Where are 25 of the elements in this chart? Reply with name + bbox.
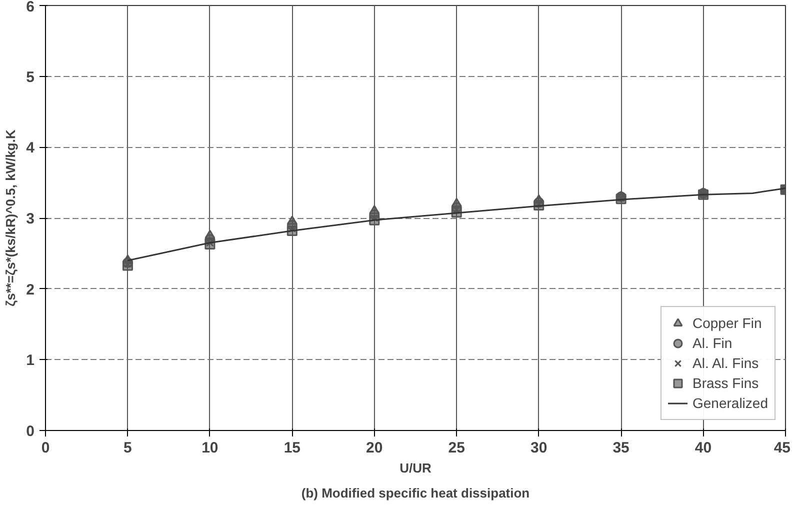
x-tick-label: 45 — [774, 440, 791, 456]
legend-label: Generalized — [692, 395, 768, 411]
legend-label: Al. Al. Fins — [692, 355, 759, 371]
y-tick-label: 2 — [26, 281, 34, 298]
x-tick-label: 25 — [448, 440, 465, 456]
x-tick-label: 40 — [694, 440, 712, 456]
x-tick-label: 0 — [41, 440, 50, 456]
legend-label: Al. Fin — [692, 335, 732, 351]
x-tick-label: 5 — [124, 440, 132, 456]
x-tick-label: 20 — [366, 440, 383, 456]
y-tick-label: 4 — [26, 140, 36, 157]
y-tick-label: 3 — [26, 210, 34, 228]
x-tick-label: 15 — [284, 440, 301, 456]
y-axis-title: ζs**=ζs*(ks/kR)^0.5, kW/kg.K — [3, 129, 18, 306]
y-tick-label: 6 — [26, 0, 34, 16]
y-tick-label: 0 — [26, 423, 34, 440]
y-tick-label: 1 — [26, 352, 34, 370]
x-tick-label: 10 — [202, 440, 218, 456]
legend-label: Copper Fin — [692, 315, 762, 331]
x-axis-title: U/UR — [400, 460, 432, 476]
legend-label: Brass Fins — [692, 375, 759, 391]
x-tick-label: 30 — [530, 440, 548, 456]
y-tick-label: 5 — [26, 68, 34, 86]
text: (b) Modified specific heat dissipation — [301, 486, 530, 500]
x-tick-label: 35 — [612, 440, 630, 456]
